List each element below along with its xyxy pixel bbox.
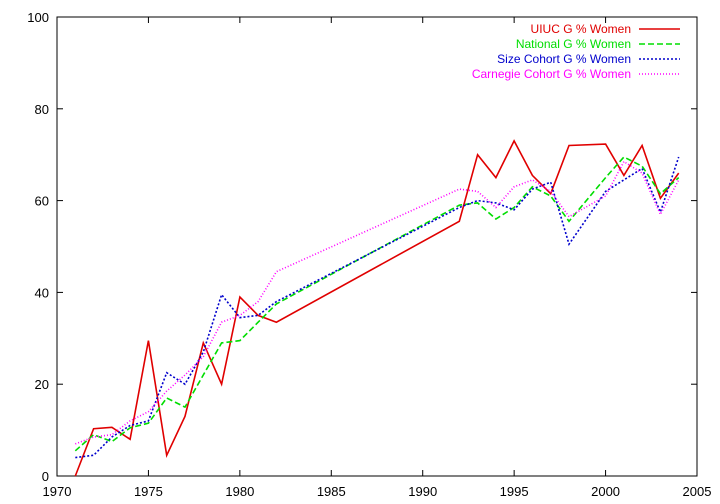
- series-line: [74, 156, 680, 452]
- series-line: [75, 156, 680, 459]
- legend-label: Size Cohort G % Women: [497, 52, 631, 66]
- x-tick-label: 1970: [43, 484, 72, 499]
- x-tick-label: 1975: [134, 484, 163, 499]
- y-tick-label: 100: [27, 10, 49, 25]
- data-series: [74, 139, 680, 477]
- x-tick-label: 1995: [500, 484, 529, 499]
- x-tick-label: 2000: [591, 484, 620, 499]
- series-line: [75, 160, 680, 445]
- legend-label: Carnegie Cohort G % Women: [472, 67, 631, 81]
- y-tick-label: 40: [35, 285, 49, 300]
- y-tick-label: 0: [42, 469, 49, 484]
- axis-ticks: 1970 1975 1980 1985 1990 1995 2000 2005 0 20 40 60 8…: [27, 10, 711, 499]
- y-tick-label: 20: [35, 377, 49, 392]
- x-tick-label: 2005: [683, 484, 712, 499]
- plot-frame: [56, 16, 698, 477]
- series-line: [74, 139, 680, 477]
- legend-label: National G % Women: [516, 37, 631, 51]
- legend-label: UIUC G % Women: [531, 22, 631, 36]
- y-tick-label: 80: [35, 102, 49, 117]
- x-tick-label: 1990: [408, 484, 437, 499]
- x-tick-label: 1985: [317, 484, 346, 499]
- x-tick-label: 1980: [225, 484, 254, 499]
- y-tick-label: 60: [35, 194, 49, 209]
